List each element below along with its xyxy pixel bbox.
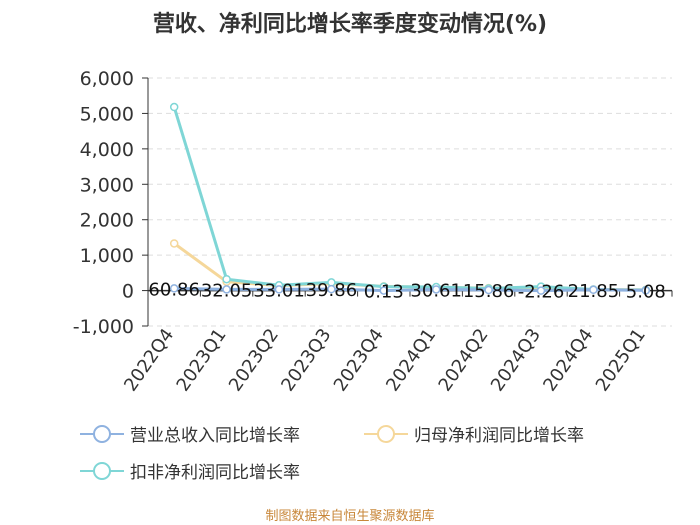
x-tick-label: 2023Q2 (225, 325, 283, 396)
legend-marker-revenue (80, 424, 124, 443)
data-label: -2.26 (518, 282, 565, 303)
data-point (169, 102, 179, 112)
data-point (484, 285, 493, 295)
data-point (379, 286, 389, 295)
y-tick-label: 4,000 (80, 139, 134, 161)
x-tick-label: 2024Q4 (539, 325, 597, 396)
x-tick-label: 2023Q4 (330, 325, 388, 396)
data-point (589, 285, 598, 295)
x-tick-label: 2024Q2 (435, 325, 493, 396)
x-tick-label: 2024Q3 (487, 325, 545, 396)
data-point (536, 286, 546, 295)
data-point (222, 285, 231, 294)
data-label: 0.13 (364, 282, 404, 303)
y-tick-label: 3,000 (80, 174, 134, 196)
legend-item-deducted-profit[interactable]: 扣非净利润同比增长率 (80, 458, 300, 483)
source-note: 制图数据来自恒生聚源数据库 (265, 509, 435, 524)
x-tick-label: 2023Q1 (173, 325, 231, 396)
y-tick-label: 0 (122, 281, 134, 303)
legend-label-net-profit: 归母净利润同比增长率 (414, 426, 584, 446)
data-label: 33.01 (253, 280, 305, 301)
data-point (431, 285, 441, 294)
data-point (222, 274, 231, 284)
y-tick-label: 1,000 (80, 245, 134, 267)
y-tick-label: -1,000 (73, 316, 134, 338)
data-label: 39.86 (306, 280, 358, 301)
legend-label-revenue: 营业总收入同比增长率 (130, 426, 300, 446)
data-label: 32.05 (201, 280, 253, 301)
data-point (641, 286, 651, 295)
chart-title: 营收、净利同比增长率季度变动情况(%) (152, 12, 548, 37)
data-point (169, 239, 179, 248)
x-tick-label: 2023Q3 (277, 325, 335, 396)
data-point (169, 284, 179, 293)
data-label: 30.61 (410, 280, 462, 301)
y-tick-label: 6,000 (80, 68, 134, 90)
y-tick-label: 2,000 (80, 210, 134, 232)
legend-item-net-profit[interactable]: 归母净利润同比增长率 (364, 421, 584, 446)
data-label: 15.86 (463, 281, 515, 302)
series-line (174, 286, 646, 293)
legend-label-deducted-profit: 扣非净利润同比增长率 (130, 463, 300, 483)
data-label: 21.85 (568, 281, 620, 302)
legend-marker-net-profit (364, 424, 408, 443)
y-tick-label: 5,000 (80, 103, 134, 125)
x-tick-label: 2025Q1 (592, 325, 650, 396)
legend-item-revenue[interactable]: 营业总收入同比增长率 (80, 421, 300, 446)
x-tick-label: 2024Q1 (382, 325, 440, 396)
data-label: 5.08 (626, 281, 666, 302)
data-point (327, 284, 336, 294)
legend-marker-deducted-profit (80, 461, 124, 480)
data-label: 60.86 (148, 279, 200, 300)
series-line (172, 106, 646, 292)
data-point (274, 285, 284, 294)
